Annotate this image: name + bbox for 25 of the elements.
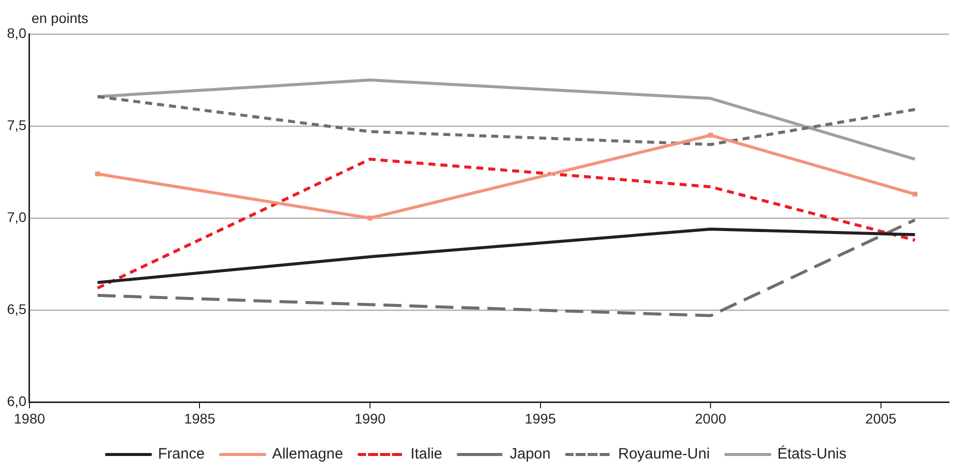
x-tick-label: 1995 [524,410,556,426]
line-series [96,218,916,318]
legend-label: États-Unis [777,444,846,463]
x-tick-label: 2005 [865,410,897,426]
point [708,132,714,138]
legend-label: Allemagne [272,446,344,463]
legend-label: Japon [510,446,551,463]
legend-label: France [158,446,205,463]
line-series [96,95,916,146]
legend-label: Italie [410,446,442,463]
x-tick-label: 1985 [184,410,216,426]
y-tick-label: 8,0 [6,24,27,41]
point [912,192,918,197]
y-tick-label: 6,5 [6,301,27,318]
y-tick-label: 7,5 [6,116,27,133]
x-tick-label: 1990 [354,410,386,426]
line-series [96,158,916,290]
legend-label: Royaume-Uni [618,446,710,463]
x-tick-label: 1980 [14,410,46,426]
y-axis-title: en points [31,10,88,26]
y-tick-label: 7,0 [6,208,27,225]
point [95,171,100,176]
point [368,216,373,221]
x-tick-label: 2000 [695,410,726,426]
y-tick-label: 6,0 [6,393,27,410]
